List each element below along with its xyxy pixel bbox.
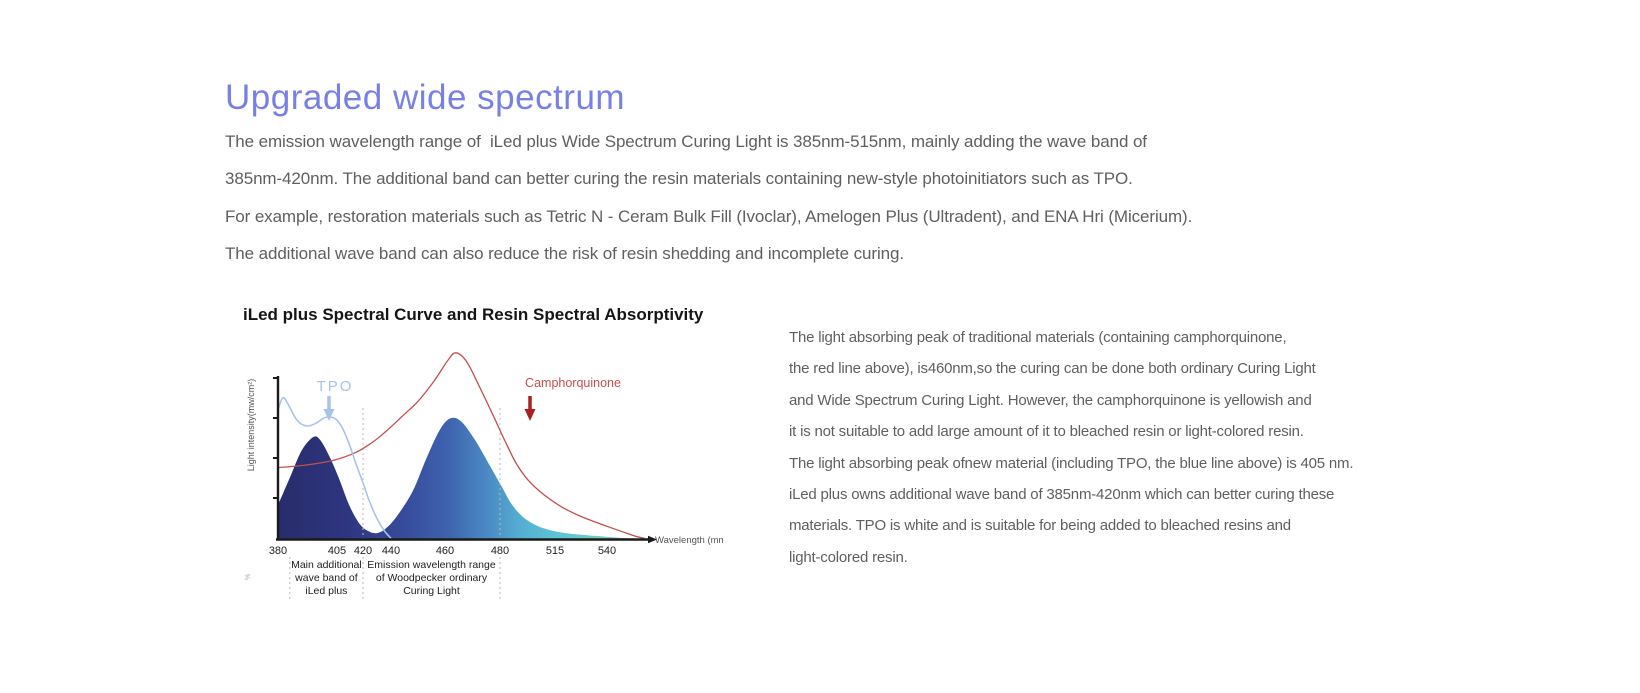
x-tick-label: 380 (269, 545, 287, 557)
intro-line: The additional wave band can also reduce… (225, 244, 904, 264)
side-micro-label: % (245, 574, 252, 580)
explanation-line: it is not suitable to add large amount o… (789, 423, 1304, 441)
explanation-line: the red line above), is460nm,so the curi… (789, 360, 1316, 378)
intro-line: 385nm-420nm. The additional band can bet… (225, 169, 1133, 189)
camphorquinone-arrow-icon (524, 396, 536, 421)
spectral-chart: Light intensity(mw/cm²) Wavelength (mm) … (245, 352, 723, 599)
band-label-line: wave band of (294, 572, 358, 584)
x-tick-label: 440 (382, 545, 400, 557)
intro-paragraph: The emission wavelength range of iLed pl… (225, 123, 1192, 273)
tpo-curve (277, 396, 392, 539)
section-title: Upgraded wide spectrum (225, 78, 626, 117)
explanation-line: light-colored resin. (789, 548, 908, 566)
chart-title: iLed plus Spectral Curve and Resin Spect… (243, 305, 704, 324)
intro-line: For example, restoration materials such … (225, 206, 1193, 226)
tpo-arrow-icon (323, 396, 335, 421)
explanation-line: The light absorbing peak ofnew material … (789, 454, 1354, 472)
band-label-line: iLed plus (305, 585, 347, 597)
x-tick-label: 540 (598, 545, 616, 557)
x-tick-label: 515 (546, 545, 564, 557)
explanation-line: and Wide Spectrum Curing Light. However,… (789, 391, 1312, 409)
x-tick-labels: 380 405 420 440 460 480 515 540 (269, 545, 616, 557)
intro-line: The emission wavelength range of iLed pl… (225, 132, 1147, 151)
x-tick-label: 405 (328, 545, 346, 557)
band-label-line: Curing Light (403, 585, 460, 597)
emission-spectrum-area (278, 417, 632, 539)
band-label-line: Main additional (291, 559, 362, 571)
band-label-line: Emission wavelength range (367, 559, 496, 571)
explanation-line: The light absorbing peak of traditional … (789, 329, 1287, 346)
band-label-line: of Woodpecker ordinary (376, 572, 488, 584)
x-axis-label: Wavelength (mm) (655, 535, 723, 546)
x-tick-label: 420 (354, 545, 372, 557)
camphorquinone-label: Camphorquinone (525, 376, 621, 390)
x-tick-label: 460 (436, 545, 454, 557)
y-axis-ticks (273, 377, 278, 499)
explanation-line: materials. TPO is white and is suitable … (789, 517, 1291, 535)
explanation-paragraph: The light absorbing peak of traditional … (789, 322, 1354, 573)
camphorquinone-curve (277, 352, 645, 539)
x-tick-label: 480 (491, 545, 509, 557)
x-axis-arrow-icon (648, 535, 657, 544)
tpo-label: TPO (317, 378, 354, 395)
explanation-line: iLed plus owns additional wave band of 3… (789, 486, 1335, 504)
y-axis-label: Light intensity(mw/cm²) (246, 379, 256, 472)
